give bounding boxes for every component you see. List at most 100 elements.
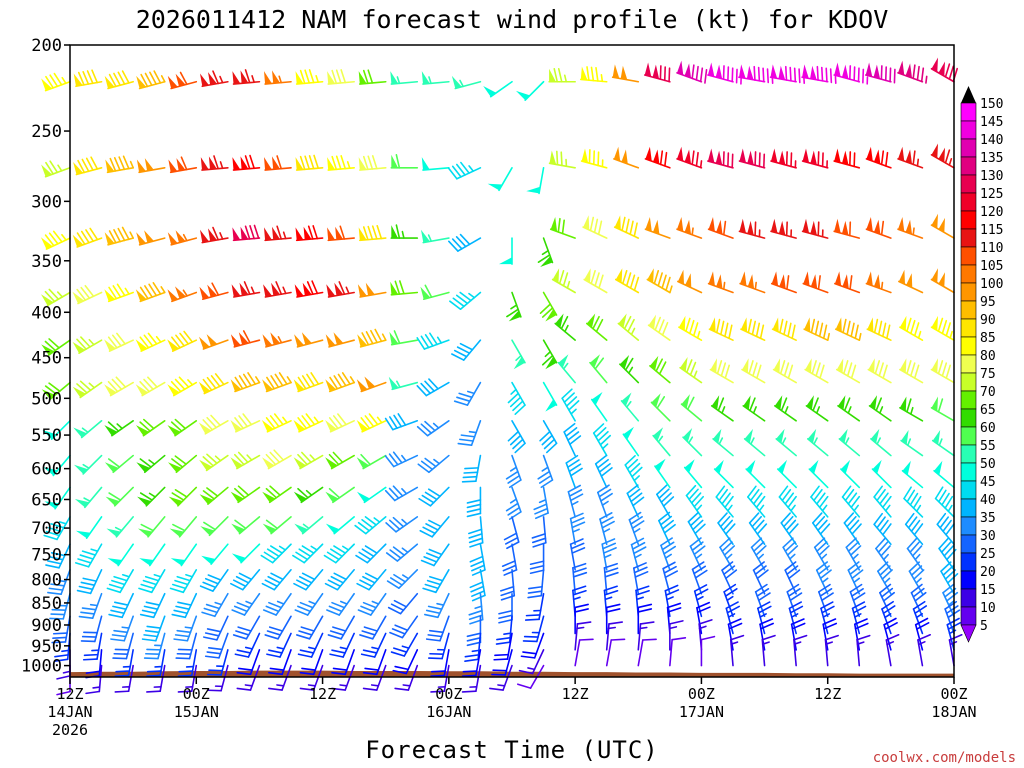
barb-flag bbox=[143, 634, 159, 638]
barb-flag bbox=[717, 397, 725, 412]
barb-half-flag bbox=[373, 517, 381, 523]
wind-barb bbox=[461, 649, 482, 677]
wind-barb bbox=[944, 600, 961, 635]
barb-flag bbox=[747, 318, 752, 334]
barb-pennant bbox=[261, 420, 274, 432]
wind-barb bbox=[260, 543, 292, 564]
barb-flag bbox=[910, 519, 921, 533]
barb-flag bbox=[689, 361, 697, 376]
barb-flag bbox=[843, 512, 855, 524]
barb-half-flag bbox=[315, 74, 319, 83]
colorbar-label: 105 bbox=[980, 259, 1003, 274]
barb-pennant bbox=[264, 157, 272, 171]
wind-barb bbox=[879, 583, 895, 618]
barb-pennant bbox=[358, 71, 367, 84]
barb-flag bbox=[268, 626, 284, 632]
barb-flag bbox=[698, 619, 713, 625]
barb-pennant bbox=[835, 317, 842, 332]
wind-barb bbox=[74, 454, 103, 475]
wind-barb bbox=[790, 618, 806, 651]
wind-barb bbox=[740, 317, 766, 341]
barb-flag bbox=[264, 634, 279, 640]
barb-pennant bbox=[834, 218, 841, 234]
barb-flag bbox=[212, 70, 220, 85]
barb-half-flag bbox=[917, 330, 922, 339]
barb-flag bbox=[946, 573, 959, 584]
wind-barb bbox=[390, 71, 419, 85]
colorbar-label: 120 bbox=[980, 205, 1003, 220]
wind-barb bbox=[899, 315, 924, 341]
wind-barb bbox=[199, 282, 229, 301]
barb-flag bbox=[112, 285, 122, 298]
barb-pennant bbox=[72, 341, 85, 354]
barb-flag bbox=[451, 353, 465, 361]
barb-staff bbox=[147, 516, 166, 538]
wind-barb bbox=[449, 291, 482, 311]
barb-flag bbox=[143, 605, 159, 610]
barb-flag bbox=[886, 324, 891, 340]
barb-flag bbox=[268, 649, 283, 654]
barb-flag bbox=[937, 398, 944, 413]
barb-flag bbox=[605, 603, 621, 609]
wind-barb bbox=[707, 148, 734, 169]
barb-staff bbox=[422, 237, 450, 244]
barb-pennant bbox=[208, 156, 217, 170]
wind-barb bbox=[75, 543, 103, 568]
barb-pennant bbox=[74, 499, 90, 508]
wind-barb bbox=[897, 60, 928, 84]
barb-flag bbox=[597, 220, 603, 236]
barb-pennant bbox=[741, 317, 748, 332]
x-axis-label: Forecast Time (UTC) bbox=[365, 736, 659, 764]
wind-barb bbox=[422, 568, 450, 594]
barb-flag bbox=[762, 67, 765, 83]
barb-flag bbox=[850, 322, 855, 338]
barb-half-flag bbox=[182, 289, 188, 297]
wind-barb bbox=[805, 395, 829, 422]
barb-flag bbox=[873, 485, 883, 498]
barb-pennant bbox=[294, 334, 304, 347]
barb-flag bbox=[48, 382, 61, 392]
barb-pennant bbox=[135, 339, 148, 352]
colorbar-label: 150 bbox=[980, 97, 1003, 112]
barb-flag bbox=[912, 150, 916, 166]
barb-flag bbox=[533, 503, 548, 511]
wind-barb bbox=[199, 453, 229, 472]
barb-flag bbox=[206, 416, 218, 429]
barb-half-flag bbox=[886, 641, 895, 646]
barb-flag bbox=[206, 628, 222, 633]
colorbar-top-arrow bbox=[961, 86, 976, 103]
barb-flag bbox=[113, 72, 121, 87]
barb-flag bbox=[692, 519, 704, 531]
barb-flag bbox=[657, 272, 663, 287]
barb-flag bbox=[663, 565, 677, 574]
barb-flag bbox=[912, 64, 916, 80]
wind-barb bbox=[198, 414, 229, 435]
barb-pennant bbox=[715, 64, 723, 79]
barb-flag bbox=[507, 474, 521, 484]
wind-barb bbox=[451, 75, 482, 90]
barb-flag bbox=[910, 319, 916, 335]
wind-barb bbox=[516, 80, 545, 101]
barb-flag bbox=[913, 364, 920, 379]
barb-flag bbox=[660, 537, 673, 547]
barb-flag bbox=[633, 222, 638, 238]
barb-flag bbox=[365, 331, 374, 345]
barb-flag bbox=[912, 587, 925, 598]
wind-barb bbox=[622, 426, 640, 457]
wind-barb bbox=[757, 601, 772, 635]
barb-flag bbox=[333, 545, 347, 554]
barb-half-flag bbox=[433, 458, 441, 465]
barb-flag bbox=[757, 66, 761, 82]
barb-flag bbox=[201, 611, 216, 618]
barb-flag bbox=[818, 322, 824, 338]
barb-half-flag bbox=[790, 613, 799, 618]
barb-pennant bbox=[619, 355, 630, 369]
barb-flag bbox=[656, 396, 666, 409]
barb-flag bbox=[847, 492, 858, 505]
barb-flag bbox=[249, 154, 255, 170]
barb-flag bbox=[787, 322, 792, 338]
colorbar-bottom-arrow bbox=[960, 624, 977, 643]
barb-half-flag bbox=[282, 416, 288, 424]
barb-flag bbox=[568, 463, 582, 473]
wind-barb bbox=[417, 454, 450, 474]
